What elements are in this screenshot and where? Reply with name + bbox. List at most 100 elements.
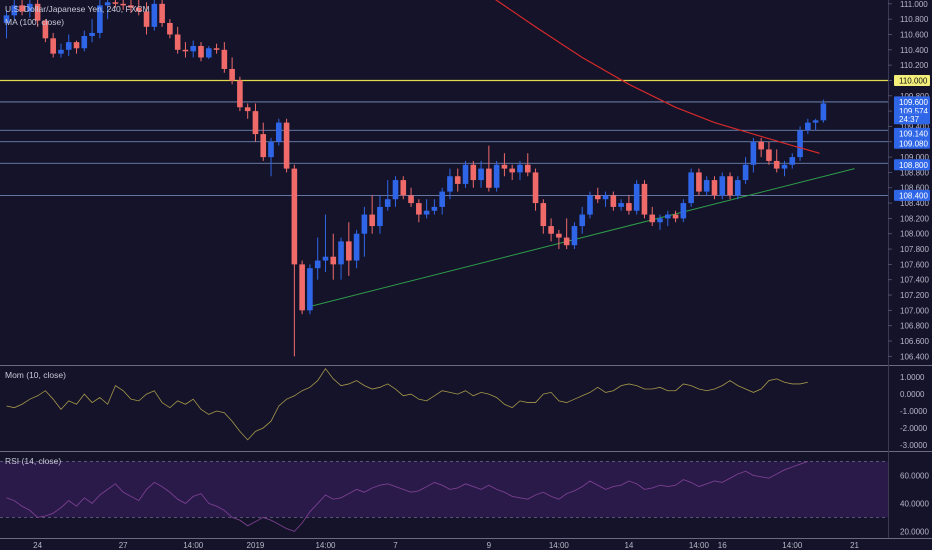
candle-body <box>151 3 158 27</box>
candle-body <box>789 157 796 165</box>
candle-body <box>773 160 780 169</box>
candle-body <box>213 48 220 50</box>
candle-body <box>27 3 33 12</box>
candle-body <box>587 195 593 215</box>
x-tick-label: 2019 <box>247 541 265 550</box>
candle-body <box>353 233 360 261</box>
candle-body <box>58 49 64 54</box>
x-tick-label: 7 <box>393 541 398 550</box>
candle-body <box>81 36 88 49</box>
candle-body <box>112 2 119 4</box>
main-y-tick-label: 106.600 <box>900 337 929 346</box>
candle-body <box>3 15 10 23</box>
x-tick-label: 14:00 <box>315 541 336 550</box>
candle-body <box>797 130 803 158</box>
candle-body <box>618 203 624 207</box>
candle-body <box>454 176 461 184</box>
candle-body <box>314 260 321 269</box>
x-tick-label: 14 <box>624 541 633 550</box>
candle-body <box>556 233 562 238</box>
candle-body <box>688 172 694 204</box>
x-tick-label: 27 <box>119 541 128 550</box>
candle-body <box>750 141 757 165</box>
mom-y-tick-label: 0.0000 <box>900 390 925 399</box>
candle-body <box>276 122 282 142</box>
price-label-text: 110.000 <box>899 76 928 85</box>
candle-body <box>812 120 819 123</box>
candle-body <box>711 180 718 196</box>
candle-body <box>470 164 477 181</box>
main-y-tick-label: 107.200 <box>900 291 929 300</box>
candle-body <box>307 268 313 311</box>
candle-body <box>820 103 827 121</box>
rsi-y-tick-label: 60.0000 <box>900 471 929 480</box>
candle-body <box>548 226 554 234</box>
candle-body <box>423 210 430 215</box>
price-label-text: 109.080 <box>899 139 928 148</box>
candle-body <box>680 203 687 219</box>
price-label-box <box>894 137 930 149</box>
candle-body <box>610 195 617 207</box>
candle-body <box>384 199 391 207</box>
candle-body <box>159 3 165 23</box>
candle-body <box>377 206 383 227</box>
candle-body <box>369 214 375 227</box>
main-y-tick-label: 110.800 <box>900 15 929 24</box>
candle-body <box>781 164 788 169</box>
candle-body <box>237 80 243 108</box>
price-label-text: 24:37 <box>899 115 920 124</box>
candle-body <box>563 237 570 246</box>
candle-body <box>742 164 749 181</box>
main-y-tick-label: 109.400 <box>900 122 929 131</box>
momentum-title: Mom (10, close) <box>5 370 66 380</box>
candle-body <box>174 34 181 50</box>
main-y-tick-label: 107.400 <box>900 276 929 285</box>
candle-body <box>338 241 344 265</box>
price-label-box <box>894 74 930 86</box>
candle-body <box>65 42 72 50</box>
x-tick-label: 16 <box>718 541 727 550</box>
ma-line <box>495 0 820 154</box>
rsi-y-tick-label: 40.0000 <box>900 499 929 508</box>
candle-body <box>602 195 609 200</box>
main-y-tick-label: 108.400 <box>900 199 929 208</box>
candle-body <box>447 176 453 192</box>
price-label-text: 109.600 <box>899 98 928 107</box>
candle-body <box>167 22 173 35</box>
candle-body <box>299 264 305 311</box>
main-y-tick-label: 110.400 <box>900 46 929 55</box>
rsi-title: RSI (14, close) <box>5 456 61 466</box>
symbol-title: U.S. Dollar/Japanese Yen, 240, FXCM <box>5 4 150 14</box>
candle-body <box>486 168 492 188</box>
main-y-tick-label: 108.600 <box>900 184 929 193</box>
x-tick-label: 14:00 <box>689 541 710 550</box>
candle-body <box>696 172 702 192</box>
main-y-tick-label: 108.200 <box>900 214 929 223</box>
candle-body <box>89 32 95 37</box>
candle-body <box>641 183 648 215</box>
price-label-text: 108.400 <box>899 191 928 200</box>
candle-body <box>594 195 601 200</box>
candle-body <box>517 164 523 173</box>
x-tick-label: 9 <box>487 541 492 550</box>
candle-body <box>719 176 726 196</box>
candle-body <box>509 168 515 173</box>
mom-y-tick-label: -3.0000 <box>900 441 928 450</box>
candle-body <box>252 111 259 135</box>
candle-body <box>758 141 764 150</box>
candle-body <box>735 180 741 196</box>
main-y-tick-label: 107.800 <box>900 245 929 254</box>
candle-body <box>408 195 414 204</box>
candle-body <box>703 180 710 192</box>
main-y-tick-label: 109.000 <box>900 153 929 162</box>
main-y-tick-label: 111.000 <box>900 0 928 9</box>
candle-body <box>431 206 438 211</box>
x-tick-label: 14:00 <box>782 541 803 550</box>
candle-body <box>190 45 197 52</box>
candle-body <box>42 20 49 39</box>
candle-body <box>198 45 204 58</box>
candle-body <box>579 214 586 227</box>
x-tick-label: 21 <box>850 541 859 550</box>
main-y-tick-label: 107.000 <box>900 306 929 315</box>
